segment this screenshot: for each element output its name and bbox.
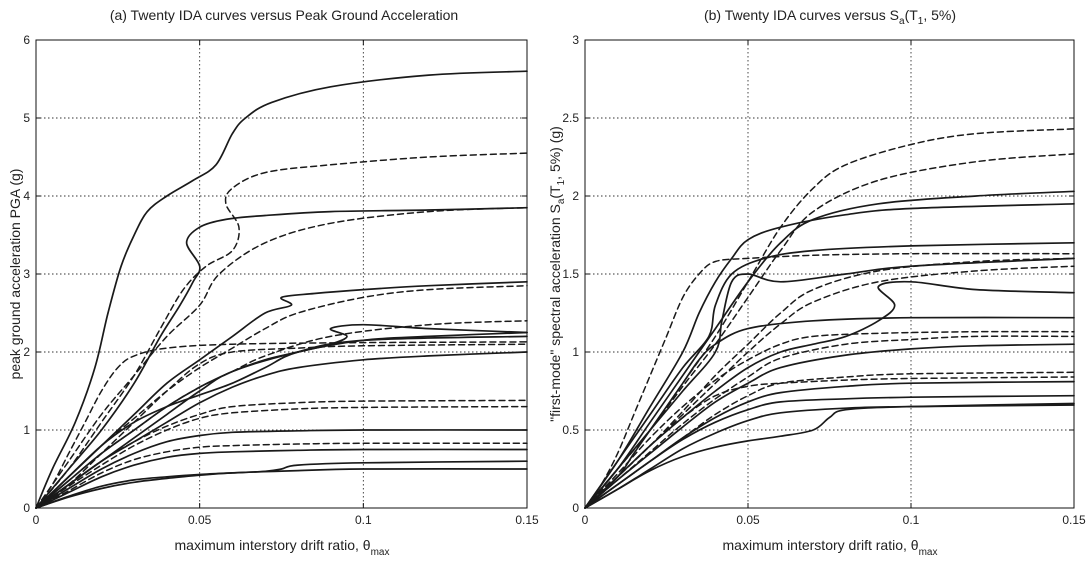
panel-b-ida-curve-11 bbox=[584, 343, 1075, 509]
panel-a-ytick-label-2: 2 bbox=[23, 345, 30, 359]
panel-a-xlabel: maximum interstory drift ratio, θmax bbox=[175, 537, 390, 558]
panel-a-ylabel: peak ground acceleration PGA (g) bbox=[7, 169, 23, 380]
panel-a-ytick-label-4: 4 bbox=[23, 189, 30, 203]
panel-a-xtick-label-1: 0.05 bbox=[188, 513, 212, 527]
panel-a-ida-curve-15 bbox=[35, 442, 528, 509]
panel-a-ytick-label-5: 5 bbox=[23, 111, 30, 125]
panel-b-ylabel: "first-mode" spectral acceleration Sa(T1… bbox=[547, 126, 567, 422]
panel-a-ida-curve-4 bbox=[35, 206, 528, 509]
panel-b-ida-curve-14 bbox=[584, 380, 1075, 509]
panel-a-ida-curve-2 bbox=[35, 206, 528, 509]
panel-b-ytick-label-4: 2 bbox=[572, 189, 579, 203]
panel-b-ida-curve-17 bbox=[584, 404, 1075, 509]
panel-b-ida-curve-4 bbox=[584, 202, 1075, 509]
panel-b-xtick-label-0: 0 bbox=[582, 513, 589, 527]
panel-b-ida-curve-19 bbox=[584, 316, 1075, 509]
panel-b-ida-curve-10 bbox=[584, 335, 1075, 509]
panel-a-ida-curve-14 bbox=[35, 429, 528, 509]
panel-a-xtick-label-0: 0 bbox=[33, 513, 40, 527]
panel-a-ytick-label-3: 3 bbox=[23, 267, 30, 281]
panel-a-ida-curve-9 bbox=[35, 343, 528, 509]
panel-b-xtick-label-1: 0.05 bbox=[736, 513, 760, 527]
panel-a-ytick-label-1: 1 bbox=[23, 423, 30, 437]
panel-a-ida-curve-8 bbox=[35, 320, 528, 509]
panel-b-ida-curve-18 bbox=[584, 252, 1075, 509]
panel-a-ida-curve-3 bbox=[35, 152, 528, 509]
panel-a-xtick-label-3: 0.15 bbox=[515, 513, 539, 527]
panel-a-ticks: 0 0.05 0.1 0.15 0 1 2 3 4 5 6 bbox=[23, 33, 539, 527]
panel-b-ida-curve-15 bbox=[584, 394, 1075, 509]
panel-b-xtick-label-3: 0.15 bbox=[1062, 513, 1086, 527]
panel-b-title: (b) Twenty IDA curves versus Sa(T1, 5%) bbox=[704, 7, 956, 27]
panel-a-curves bbox=[35, 70, 528, 509]
panel-a-ida-curve-13 bbox=[35, 405, 528, 509]
panel-a-ida-curve-6 bbox=[35, 284, 528, 509]
panel-a-xtick-label-2: 0.1 bbox=[355, 513, 372, 527]
panel-a-ytick-label-6: 6 bbox=[23, 33, 30, 47]
panel-b: (b) Twenty IDA curves versus Sa(T1, 5%) … bbox=[547, 7, 1086, 558]
panel-b-ytick-label-1: 0.5 bbox=[562, 423, 579, 437]
panel-a-ida-curve-12 bbox=[35, 399, 528, 509]
panel-b-ida-curve-1 bbox=[584, 128, 1075, 509]
panel-a-ida-curve-18 bbox=[35, 468, 528, 509]
panel-a-title: (a) Twenty IDA curves versus Peak Ground… bbox=[110, 7, 458, 23]
panel-a-ida-curve-16 bbox=[35, 448, 528, 509]
panel-b-ytick-label-2: 1 bbox=[572, 345, 579, 359]
panel-b-ida-curve-9 bbox=[584, 280, 1075, 509]
panel-a-ida-curve-19 bbox=[35, 341, 528, 509]
panel-a-ytick-label-0: 0 bbox=[23, 501, 30, 515]
panel-b-curves bbox=[584, 128, 1075, 509]
panel-b-ytick-label-3: 1.5 bbox=[562, 267, 579, 281]
panel-b-xtick-label-2: 0.1 bbox=[903, 513, 920, 527]
panel-b-ida-curve-5 bbox=[584, 241, 1075, 509]
panel-b-ida-curve-3 bbox=[584, 190, 1075, 509]
panel-b-ytick-label-0: 0 bbox=[572, 501, 579, 515]
panel-b-ytick-label-6: 3 bbox=[572, 33, 579, 47]
panel-a: (a) Twenty IDA curves versus Peak Ground… bbox=[7, 7, 539, 558]
panel-a-ida-curve-1 bbox=[35, 70, 528, 509]
panel-b-ytick-label-5: 2.5 bbox=[562, 111, 579, 125]
panel-b-xlabel: maximum interstory drift ratio, θmax bbox=[723, 537, 938, 558]
panel-b-ida-curve-13 bbox=[584, 376, 1075, 509]
panel-b-ticks: 0 0.05 0.1 0.15 0 0.5 1 1.5 2 2.5 3 bbox=[562, 33, 1086, 527]
panel-a-ida-curve-20 bbox=[35, 335, 528, 509]
